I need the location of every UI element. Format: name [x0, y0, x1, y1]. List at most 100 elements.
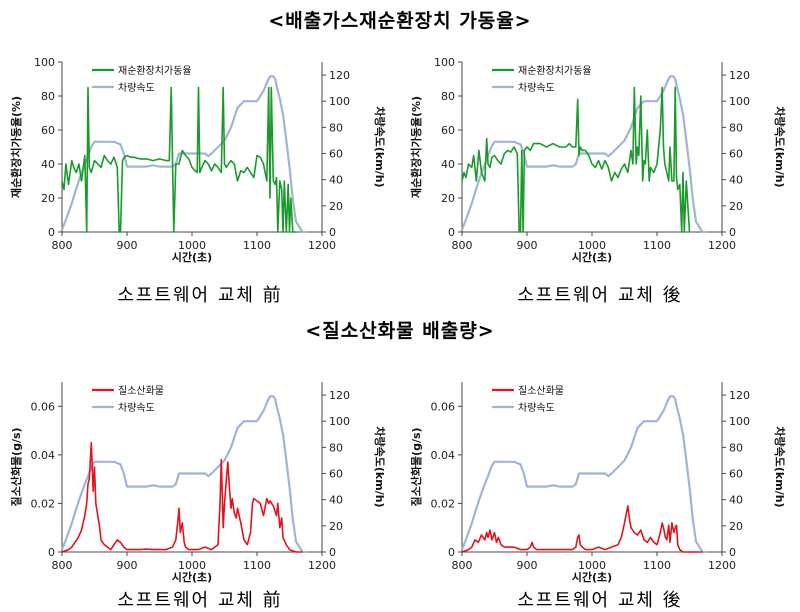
egr-before-chart: 800 900 1000 1100 12000204060801000204060801…: [9, 56, 387, 264]
legend-label: 질소산화물: [118, 385, 164, 397]
y2-tick-label: 100: [329, 95, 350, 108]
x-tick-label: 900: [117, 239, 138, 252]
y-tick-label: 0.02: [31, 497, 56, 510]
x-tick-label: 800: [52, 559, 73, 572]
y-tick-label: 60: [441, 124, 455, 137]
y2-tick-label: 80: [329, 441, 343, 454]
x-axis-label: 시간(초): [172, 570, 212, 584]
y2-tick-label: 120: [729, 69, 750, 82]
y-tick-label: 0.06: [431, 400, 456, 413]
x-tick-label: 1100: [643, 239, 671, 252]
y2-tick-label: 120: [329, 389, 350, 402]
y2-tick-label: 80: [729, 121, 743, 134]
y2-tick-label: 0: [329, 546, 336, 559]
legend-label: 질소산화물: [518, 385, 564, 397]
legend-label: 재순환장치가동율: [118, 65, 192, 77]
y-tick-label: 0.02: [431, 497, 456, 510]
y2-tick-label: 80: [329, 121, 343, 134]
x-axis-label: 시간(초): [572, 250, 612, 264]
x-axis-label: 시간(초): [172, 250, 212, 264]
x-tick-label: 1100: [243, 239, 271, 252]
y-axis-label: 질소산화물(g/s): [409, 427, 423, 506]
y2-tick-label: 0: [729, 226, 736, 239]
y-axis-label: 재순환장치가동율(%): [9, 96, 23, 198]
y-tick-label: 0.06: [31, 400, 56, 413]
x-axis-label: 시간(초): [572, 570, 612, 584]
nox-section-title: <질소산화물 배출량>: [305, 320, 495, 342]
legend-label: 재순환장치가동율: [518, 65, 592, 77]
vehicle-speed-series-line: [60, 395, 309, 554]
nox-after-chart: 800 900 1000 1100 120000.020.040.06020406080…: [409, 382, 787, 584]
x-tick-label: 800: [52, 239, 73, 252]
y2-tick-label: 0: [329, 226, 336, 239]
x-tick-label: 1200: [708, 239, 736, 252]
y-tick-label: 40: [441, 158, 455, 171]
y2-tick-label: 40: [329, 174, 343, 187]
y2-tick-label: 20: [329, 200, 343, 213]
y-tick-label: 0: [448, 226, 455, 239]
y-tick-label: 20: [441, 192, 455, 205]
legend-label: 차량속도: [118, 402, 155, 414]
y-tick-label: 0: [48, 226, 55, 239]
y2-tick-label: 60: [329, 148, 343, 161]
legend-label: 차량속도: [518, 402, 555, 414]
vehicle-speed-series-line: [460, 395, 709, 554]
x-tick-label: 800: [452, 559, 473, 572]
x-tick-label: 1100: [643, 559, 671, 572]
x-tick-label: 1000: [578, 559, 606, 572]
primary-series-line: [61, 441, 303, 553]
y2-tick-label: 20: [729, 520, 743, 533]
y-tick-label: 80: [441, 90, 455, 103]
y2-tick-label: 100: [329, 415, 350, 428]
x-tick-label: 800: [452, 239, 473, 252]
egr-section-title: <배출가스재순환장치 가동율>: [268, 10, 532, 32]
primary-series-line: [461, 505, 703, 553]
x-tick-label: 900: [517, 239, 538, 252]
x-tick-label: 1200: [708, 559, 736, 572]
y2-axis-label: 차량속도(km/h): [373, 426, 387, 507]
y-tick-label: 100: [434, 56, 455, 69]
x-tick-label: 1000: [178, 239, 206, 252]
x-tick-label: 900: [517, 559, 538, 572]
y2-tick-label: 120: [329, 69, 350, 82]
y2-tick-label: 100: [729, 415, 750, 428]
legend-label: 차량속도: [518, 82, 555, 94]
x-tick-label: 1000: [578, 239, 606, 252]
primary-series-line: [61, 86, 296, 233]
y2-tick-label: 100: [729, 95, 750, 108]
y-tick-label: 60: [41, 124, 55, 137]
y-tick-label: 80: [41, 90, 55, 103]
y-tick-label: 0.04: [31, 449, 56, 462]
x-tick-label: 1100: [243, 559, 271, 572]
egr-before-caption: 소프트웨어 교체 前: [117, 285, 283, 306]
y-axis-label: 재순환장치가동율(%): [409, 96, 423, 198]
nox-after-caption: 소프트웨어 교체 後: [517, 590, 683, 611]
y-tick-label: 100: [34, 56, 55, 69]
y2-tick-label: 40: [729, 494, 743, 507]
nox-before-chart: 800 900 1000 1100 120000.020.040.06020406080…: [9, 382, 387, 584]
vehicle-speed-series-line: [460, 75, 709, 234]
y2-tick-label: 20: [729, 200, 743, 213]
y2-tick-label: 40: [329, 494, 343, 507]
egr-after-caption: 소프트웨어 교체 後: [517, 285, 683, 306]
y-tick-label: 0: [448, 546, 455, 559]
primary-series-line: [461, 86, 691, 233]
x-tick-label: 1200: [308, 559, 336, 572]
x-tick-label: 1200: [308, 239, 336, 252]
y2-axis-label: 차량속도(km/h): [773, 426, 787, 507]
y2-axis-label: 차량속도(km/h): [373, 106, 387, 187]
egr-after-chart: 800 900 1000 1100 12000204060801000204060801…: [409, 56, 787, 264]
x-tick-label: 1000: [178, 559, 206, 572]
x-tick-label: 900: [117, 559, 138, 572]
y2-tick-label: 0: [729, 546, 736, 559]
y-tick-label: 20: [41, 192, 55, 205]
y2-tick-label: 60: [729, 468, 743, 481]
y2-tick-label: 60: [729, 148, 743, 161]
y2-tick-label: 60: [329, 468, 343, 481]
y2-tick-label: 40: [729, 174, 743, 187]
y-axis-label: 질소산화물(g/s): [9, 427, 23, 506]
y-tick-label: 40: [41, 158, 55, 171]
y2-tick-label: 20: [329, 520, 343, 533]
y2-tick-label: 80: [729, 441, 743, 454]
y2-tick-label: 120: [729, 389, 750, 402]
